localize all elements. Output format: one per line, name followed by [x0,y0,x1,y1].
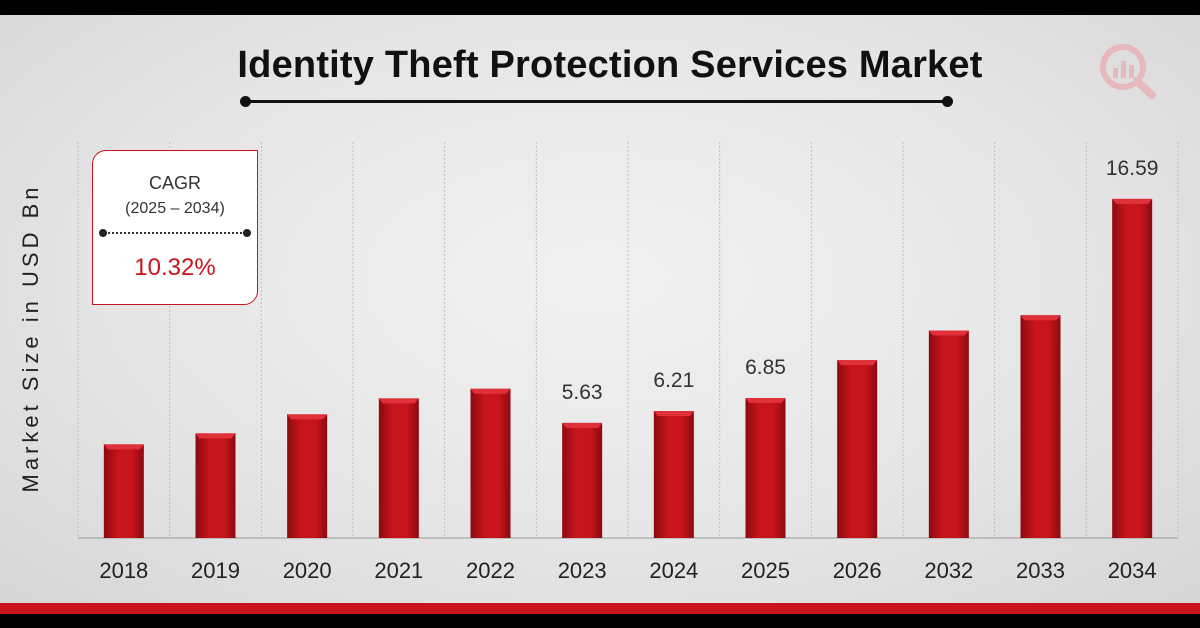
title-underline [245,100,948,103]
bar-top-2032 [928,330,969,336]
bar-top-2033 [1020,315,1061,321]
x-tick-label: 2033 [1016,558,1065,583]
bar-2023 [562,422,603,538]
magnifier-chart-icon [1096,40,1162,100]
y-axis-label: Market Size in USD Bn [18,183,43,493]
bar-2025 [745,397,786,538]
cagr-divider [99,229,251,237]
bar-2032 [928,330,969,538]
top-border [0,0,1200,15]
cagr-callout: CAGR (2025 – 2034) 10.32% [92,150,258,305]
bar-2018 [103,444,144,538]
bar-2033 [1020,315,1061,538]
x-tick-label: 2019 [191,558,240,583]
bar-top-2024 [653,411,694,417]
x-tick-label: 2025 [741,558,790,583]
bar-2024 [653,411,694,538]
data-label-2024: 6.21 [653,369,694,392]
bar-top-2025 [745,397,786,403]
x-tick-label: 2023 [558,558,607,583]
x-tick-label: 2022 [466,558,515,583]
data-label-2025: 6.85 [745,356,786,379]
data-label-2023: 5.63 [562,381,603,404]
x-tick-label: 2020 [283,558,332,583]
bottom-accent-bar [0,603,1200,614]
chart-title: Identity Theft Protection Services Marke… [237,44,983,86]
bar-top-2022 [470,388,511,394]
bar-top-2018 [103,444,144,450]
bottom-border [0,614,1200,628]
bar-2026 [837,360,878,538]
bar-2020 [287,414,328,538]
title-underline-end-dot [942,96,953,107]
bar-2021 [378,398,419,538]
x-tick-label: 2032 [924,558,973,583]
x-tick-label: 2026 [833,558,882,583]
bar-top-2021 [378,398,419,404]
cagr-value: 10.32% [134,254,216,281]
bar-top-2026 [837,360,878,366]
cagr-label: CAGR [148,173,201,193]
bar-2019 [195,433,236,538]
x-tick-label: 2021 [374,558,423,583]
x-tick-label: 2024 [649,558,698,583]
title-underline-start-dot [240,96,251,107]
bar-top-2034 [1112,198,1153,204]
cagr-period: (2025 – 2034) [125,200,225,217]
bar-top-2020 [287,414,328,420]
x-tick-label: 2034 [1108,558,1157,583]
bar-2034 [1112,198,1153,539]
bar-top-2019 [195,433,236,439]
bar-top-2023 [562,422,603,428]
x-tick-label: 2018 [99,558,148,583]
data-label-2034: 16.59 [1106,157,1159,180]
bar-2022 [470,388,511,538]
